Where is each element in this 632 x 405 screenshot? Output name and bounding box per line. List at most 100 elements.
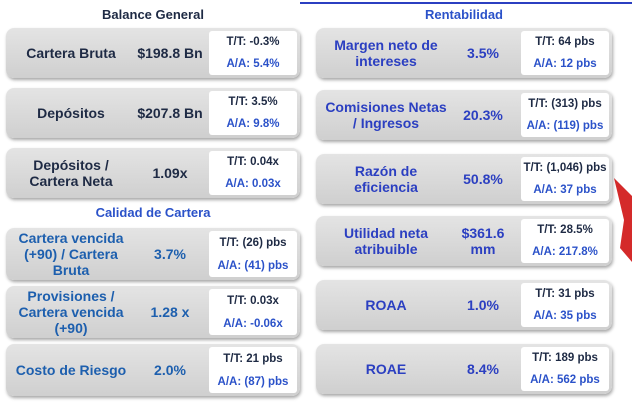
label-line: Comisiones Netas <box>325 99 447 115</box>
label-line: Cartera vencida <box>18 230 124 246</box>
metric-label: Razón de eficiencia <box>322 154 450 204</box>
label-line: Depósitos / <box>33 157 109 173</box>
yoy-change: A/A: 12 pbs <box>533 58 597 70</box>
metric-value-box: $361.6 mm <box>450 216 516 266</box>
qoq-change: T/T: (313) pbs <box>528 98 602 110</box>
label-line: Depósitos <box>37 105 105 121</box>
metric-value-box: 8.4% <box>450 344 516 394</box>
qoq-change: T/T: (26) pbs <box>219 236 287 249</box>
section-title: Rentabilidad <box>424 7 503 22</box>
metric-label: Margen neto de intereses <box>322 28 450 78</box>
metric-value-box: 1.28 x <box>130 286 210 338</box>
metric-card: Cartera Bruta $198.8 Bn T/T: -0.3% A/A: 5.4… <box>6 28 300 78</box>
section-title: Balance General <box>102 7 204 22</box>
change-box: T/T: 28.5% A/A: 217.8% <box>521 219 609 263</box>
label-line: intereses <box>355 53 417 69</box>
label-line: Bruta <box>52 262 90 278</box>
metric-value-box: 20.3% <box>450 90 516 140</box>
label-line: Costo de Riesgo <box>15 362 127 378</box>
metric-label: ROAA <box>322 280 450 330</box>
label-line: Razón de <box>354 163 418 179</box>
metric-label: Utilidad neta atribuible <box>322 216 450 266</box>
metric-label: Cartera Bruta <box>12 28 130 78</box>
metric-value-box: 2.0% <box>130 344 210 396</box>
change-box: T/T: 21 pbs A/A: (87) pbs <box>209 347 297 393</box>
yoy-change: A/A: -0.06x <box>223 317 283 330</box>
metric-card: Margen neto de intereses 3.5% T/T: 64 pbs A/… <box>316 28 612 78</box>
metric-card: Razón de eficiencia 50.8% T/T: (1,046) pbs A… <box>316 154 612 204</box>
metric-card: Depósitos $207.8 Bn T/T: 3.5% A/A: 9.8% <box>6 88 300 138</box>
yoy-change: A/A: 35 pbs <box>533 310 597 322</box>
yoy-change: A/A: (41) pbs <box>217 259 289 272</box>
metric-label: ROAE <box>322 344 450 394</box>
label-line: Cartera Neta <box>29 173 113 189</box>
change-box: T/T: 3.5% A/A: 9.8% <box>209 91 297 135</box>
qoq-change: T/T: 0.03x <box>227 294 279 307</box>
metric-card: Cartera vencida (+90) / Cartera Bruta 3.7% T… <box>6 228 300 280</box>
qoq-change: T/T: (1,046) pbs <box>523 162 607 174</box>
label-line: Cartera Bruta <box>26 45 116 61</box>
metric-card: ROAA 1.0% T/T: 31 pbs A/A: 35 pbs <box>316 280 612 330</box>
change-box: T/T: (313) pbs A/A: (119) pbs <box>521 93 609 137</box>
change-box: T/T: 31 pbs A/A: 35 pbs <box>521 283 609 327</box>
metric-label: Provisiones / Cartera vencida (+90) <box>12 286 130 338</box>
metric-value: $361.6 mm <box>461 225 505 257</box>
qoq-change: T/T: 64 pbs <box>535 36 595 48</box>
metric-value-box: $198.8 Bn <box>130 28 210 78</box>
label-line: (+90) / Cartera <box>24 246 118 262</box>
metric-label: Costo de Riesgo <box>12 344 130 396</box>
label-line: eficiencia <box>354 179 418 195</box>
change-box: T/T: -0.3% A/A: 5.4% <box>209 31 297 75</box>
yoy-change: A/A: 37 pbs <box>533 184 597 196</box>
metric-value: 50.8% <box>463 171 503 187</box>
qoq-change: T/T: 31 pbs <box>535 288 595 300</box>
metric-value-box: 1.0% <box>450 280 516 330</box>
label-line: / Ingresos <box>352 115 420 131</box>
label-line: ROAA <box>365 297 407 313</box>
metric-card: ROAE 8.4% T/T: 189 pbs A/A: 562 pbs <box>316 344 612 394</box>
metric-label: Depósitos / Cartera Neta <box>12 148 130 198</box>
metric-value-box: 3.5% <box>450 28 516 78</box>
metric-value: 2.0% <box>154 362 186 378</box>
qoq-change: T/T: 28.5% <box>537 224 593 236</box>
qoq-change: T/T: -0.3% <box>226 36 280 48</box>
yoy-change: A/A: 9.8% <box>226 118 280 130</box>
metric-value: 1.28 x <box>150 304 190 320</box>
qoq-change: T/T: 21 pbs <box>223 352 283 365</box>
label-line: atribuible <box>354 241 418 257</box>
change-box: T/T: 189 pbs A/A: 562 pbs <box>521 347 609 391</box>
qoq-change: T/T: 3.5% <box>228 96 278 108</box>
metric-value-box: 3.7% <box>130 228 210 280</box>
metric-value: 1.09x <box>152 165 188 181</box>
metric-card: Costo de Riesgo 2.0% T/T: 21 pbs A/A: (87) … <box>6 344 300 396</box>
metric-label: Depósitos <box>12 88 130 138</box>
yoy-change: A/A: (87) pbs <box>217 375 289 388</box>
change-box: T/T: (1,046) pbs A/A: 37 pbs <box>521 157 609 201</box>
label-line: Cartera vencida <box>18 304 124 320</box>
metric-card: Depósitos / Cartera Neta 1.09x T/T: 0.04x A/… <box>6 148 300 198</box>
qoq-change: T/T: 0.04x <box>227 156 279 168</box>
red-accent <box>614 178 632 262</box>
metric-value: 3.7% <box>154 246 186 262</box>
metric-value-box: 50.8% <box>450 154 516 204</box>
metric-value: 1.0% <box>467 297 499 313</box>
metric-value: 20.3% <box>463 107 503 123</box>
metric-value-box: 1.09x <box>130 148 210 198</box>
qoq-change: T/T: 189 pbs <box>532 352 598 364</box>
change-box: T/T: 64 pbs A/A: 12 pbs <box>521 31 609 75</box>
metric-label: Comisiones Netas / Ingresos <box>322 90 450 140</box>
label-line: ROAE <box>365 361 407 377</box>
yoy-change: A/A: 5.4% <box>226 58 280 70</box>
yoy-change: A/A: 0.03x <box>225 178 281 190</box>
label-line: Provisiones / <box>27 288 115 304</box>
metric-card: Provisiones / Cartera vencida (+90) 1.28 x T… <box>6 286 300 338</box>
change-box: T/T: (26) pbs A/A: (41) pbs <box>209 231 297 277</box>
metric-value: $198.8 Bn <box>137 45 203 61</box>
change-box: T/T: 0.03x A/A: -0.06x <box>209 289 297 335</box>
metric-card: Comisiones Netas / Ingresos 20.3% T/T: (313… <box>316 90 612 140</box>
label-line: Margen neto de <box>334 37 438 53</box>
yoy-change: A/A: 562 pbs <box>530 374 600 386</box>
metric-card: Utilidad neta atribuible $361.6 mm T/T: 28.… <box>316 216 612 266</box>
